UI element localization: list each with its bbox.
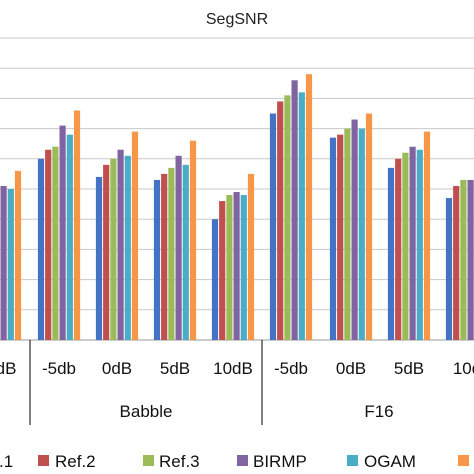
group-label: Babble [120, 402, 173, 421]
bar-birmp-4 [233, 192, 240, 340]
legend-swatch [237, 455, 248, 466]
legend-label: Ref.2 [55, 452, 96, 471]
x-tick-label: 0dB [102, 359, 132, 378]
bar-1-5 [269, 113, 277, 340]
bar-ref2-1 [45, 149, 52, 340]
legend-label: BIRMP [253, 452, 307, 471]
x-tick-label: 10dB [213, 359, 253, 378]
legend-label: Ref.3 [159, 452, 200, 471]
bar-series6-5 [305, 74, 313, 341]
bar-series6-6 [365, 113, 373, 340]
bar-birmp-2 [117, 149, 124, 340]
legend-swatch [347, 455, 358, 466]
bar-ref3-5 [284, 95, 291, 340]
bar-series6-2 [131, 131, 139, 340]
bar-series6-3 [189, 140, 197, 340]
bar-1-4 [211, 219, 219, 340]
legend: .1 Ref.2 Ref.3 BIRMP OGAM [0, 452, 469, 471]
bar-1-2 [95, 176, 103, 340]
bar-ref2-6 [337, 134, 344, 340]
bar-ref3-8 [460, 179, 467, 340]
bar-ogam-6 [358, 128, 365, 340]
bar-ref2-8 [453, 185, 460, 340]
x-tick-label: -5db [274, 359, 308, 378]
bar-ref2-7 [395, 158, 402, 340]
bar-ogam-2 [124, 155, 131, 340]
bar-birmp-5 [291, 80, 298, 340]
bar-1-7 [387, 167, 395, 340]
bar-ref2-4 [219, 201, 226, 340]
bar-1-3 [153, 179, 161, 340]
bar-ref2-3 [161, 173, 168, 340]
x-tick-label: -5db [42, 359, 76, 378]
bar-1-1 [37, 158, 45, 340]
group-label: F16 [364, 402, 393, 421]
bar-series6-1 [73, 110, 81, 340]
bar-ogam-4 [240, 195, 247, 340]
bar-ref3-7 [402, 152, 409, 340]
bar-ref3-4 [226, 195, 233, 340]
bar-series6-4 [247, 173, 255, 340]
bar-ogam-7 [416, 149, 423, 340]
bar-ref3-1 [52, 146, 59, 340]
legend-label: OGAM [364, 452, 416, 471]
x-tick-label: 5dB [160, 359, 190, 378]
bar-birmp-7 [409, 146, 416, 340]
legend-swatch [143, 455, 154, 466]
bar-birmp-8 [467, 179, 474, 340]
bar-birmp-6 [351, 119, 358, 340]
bar-1-6 [329, 137, 337, 340]
bar-birmp-3 [175, 155, 182, 340]
legend-label: .1 [0, 452, 13, 471]
bar-birmp-1 [59, 125, 66, 340]
bars [0, 74, 474, 341]
bar-birmp-0 [0, 185, 7, 340]
bar-series6-7 [423, 131, 431, 340]
bar-ogam-3 [182, 164, 189, 340]
bar-1-8 [445, 198, 453, 340]
x-tick-label: 5dB [394, 359, 424, 378]
bar-ref3-2 [110, 158, 117, 340]
x-tick-label: 10d [453, 359, 474, 378]
x-axis: dB -5db 0dB 5dB 10dB -5db 0dB 5dB 10d Babble F16 [0, 340, 474, 425]
bar-ogam-5 [298, 92, 305, 340]
bar-ref2-2 [103, 164, 110, 340]
bar-ogam-0 [7, 189, 14, 340]
bar-ref3-3 [168, 167, 175, 340]
bar-series6-0 [14, 170, 22, 340]
bar-ref2-5 [277, 101, 284, 340]
chart-title: SegSNR [206, 11, 268, 28]
bar-ogam-1 [66, 134, 73, 340]
legend-swatch [38, 455, 49, 466]
x-tick-label: 0dB [336, 359, 366, 378]
bar-ref3-6 [344, 128, 351, 340]
x-tick-label: dB [0, 359, 16, 378]
legend-swatch [458, 455, 469, 466]
